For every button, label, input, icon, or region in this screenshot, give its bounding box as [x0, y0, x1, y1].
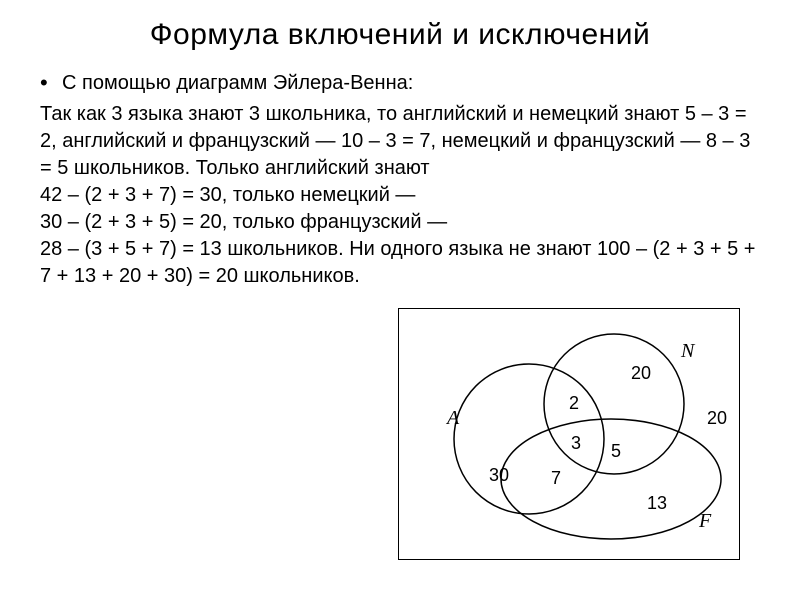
slide-title: Формула включений и исключений	[40, 18, 760, 52]
venn-val-NF: 5	[611, 441, 621, 461]
venn-val-only-N: 20	[631, 363, 651, 383]
venn-val-outside: 20	[707, 408, 727, 428]
venn-label-N: N	[680, 340, 696, 362]
venn-val-only-A: 30	[489, 465, 509, 485]
body-paragraph: Так как 3 языка знают 3 школьника, то ан…	[40, 101, 760, 290]
venn-val-only-F: 13	[647, 493, 667, 513]
venn-label-A: A	[445, 407, 460, 429]
bullet-row: • С помощью диаграмм Эйлера-Венна:	[40, 70, 760, 97]
bullet-text: С помощью диаграмм Эйлера-Венна:	[62, 70, 413, 97]
venn-val-ANF: 3	[571, 433, 581, 453]
slide: Формула включений и исключений • С помощ…	[0, 0, 800, 600]
venn-svg: A N F 30 20 13 2 7 5 3 20	[399, 309, 739, 559]
venn-val-AF: 7	[551, 468, 561, 488]
venn-circle-F	[501, 419, 721, 539]
venn-diagram: A N F 30 20 13 2 7 5 3 20	[398, 308, 740, 560]
bullet-icon: •	[40, 70, 62, 96]
venn-label-F: F	[698, 510, 712, 532]
venn-val-AN: 2	[569, 393, 579, 413]
